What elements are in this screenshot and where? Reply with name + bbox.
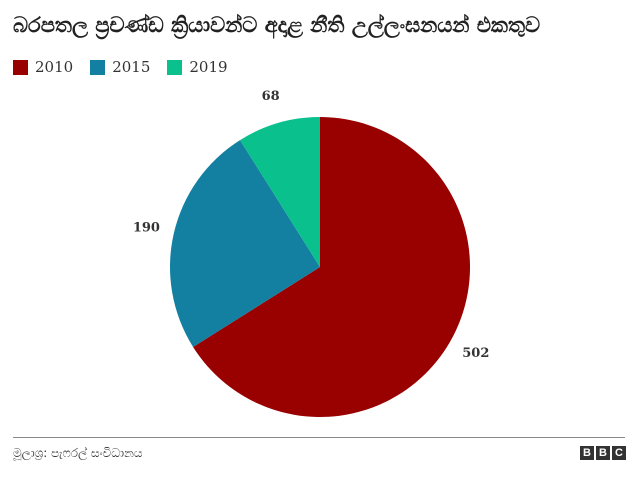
pie-slice-2015	[169, 140, 320, 347]
data-label-2019: 68	[262, 89, 280, 104]
chart-title: බරපතල ප්‍රචණ්ඩ ක්‍රියාවන්ට අදාළ නීති උල්…	[13, 13, 541, 37]
data-label-2010: 502	[462, 346, 489, 361]
bbc-logo-letter: C	[612, 446, 626, 460]
legend-item-2015: 2015	[90, 58, 150, 76]
legend-item-2019: 2019	[167, 58, 228, 76]
legend-label-2019: 2019	[189, 58, 228, 76]
source-note: මූලාශ්‍ර: පැෆරල් සංවිධානය	[13, 446, 143, 460]
legend-swatch-2010	[13, 59, 28, 75]
bbc-logo: B B C	[578, 446, 626, 460]
footer-divider	[13, 437, 625, 438]
legend-label-2010: 2010	[35, 58, 74, 76]
bbc-logo-letter: B	[596, 446, 610, 460]
bbc-logo-letter: B	[580, 446, 594, 460]
legend-swatch-2015	[90, 59, 106, 75]
pie-slice-2010	[193, 117, 471, 418]
legend: 2010 2015 2019	[13, 58, 245, 76]
data-label-2015: 190	[133, 221, 160, 236]
legend-item-2010: 2010	[13, 58, 73, 76]
pie-slice-2019	[240, 117, 320, 267]
legend-label-2015: 2015	[112, 58, 151, 76]
legend-swatch-2019	[167, 59, 183, 75]
